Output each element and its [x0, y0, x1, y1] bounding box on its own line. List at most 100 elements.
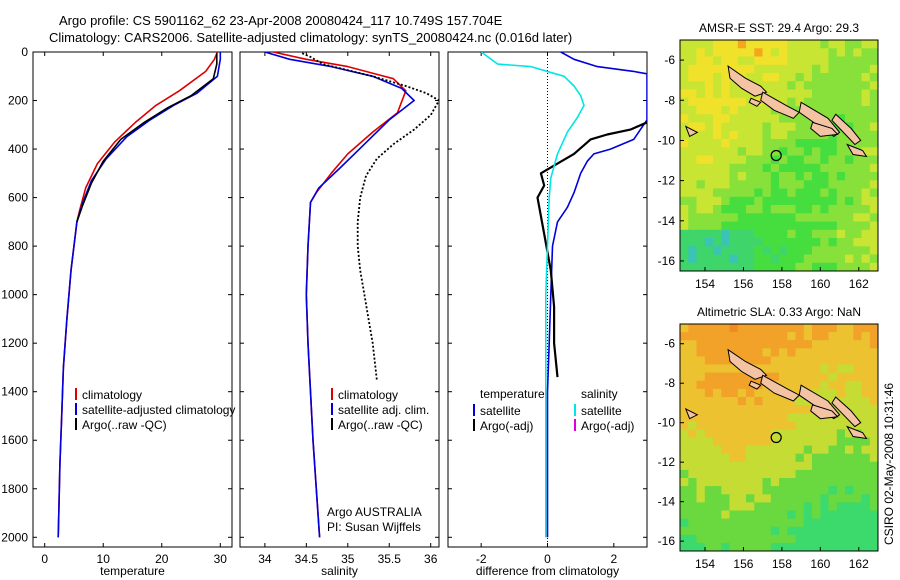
- temperature-xtick-label: 20: [155, 552, 169, 566]
- temperature-series-argo-raw-qc-: [76, 53, 218, 223]
- depth-tick-label: 1200: [1, 336, 28, 350]
- island-polygon: [760, 374, 801, 402]
- argo-float-marker: [770, 149, 782, 162]
- sla-map-title: Altimetric SLA: 0.33 Argo: NaN: [697, 305, 861, 319]
- island-polygon: [727, 348, 768, 380]
- temperature-xlabel: temperature: [100, 564, 165, 578]
- island-polygon: [831, 113, 862, 146]
- sst-map-field: [680, 40, 878, 271]
- difference-series-temperature-argo-adj-: [536, 121, 647, 378]
- sst-map-xtick-label: 156: [733, 277, 753, 291]
- island-polygon: [684, 125, 699, 138]
- temperature-legend-label: satellite-adjusted climatology: [82, 403, 235, 417]
- sst-map-panel: 154 156 158 160 162 -6 -8 -10 -12 -14 -16 AMSR-E SS…: [658, 21, 879, 291]
- island-polygon: [727, 65, 768, 97]
- difference-legend-group-title: temperature: [480, 387, 545, 401]
- sst-map-ytick-label: -12: [658, 174, 676, 188]
- sst-map-xtick-label: 160: [810, 277, 830, 291]
- sla-map-ytick-label: -12: [658, 455, 676, 469]
- difference-legend-label: Argo(-adj): [581, 419, 634, 433]
- sla-map-xtick-label: 162: [849, 557, 869, 571]
- credit-annotation: PI: Susan Wijffels: [327, 520, 421, 534]
- salinity-legend-label: Argo(..raw -QC): [338, 418, 423, 432]
- sla-map-ytick-label: -16: [658, 534, 676, 548]
- island-polygon: [846, 425, 868, 440]
- depth-tick-label: 600: [8, 191, 28, 205]
- sla-map-xtick-label: 160: [810, 557, 830, 571]
- depth-tick-label: 1400: [1, 385, 28, 399]
- salinity-series-satellite-adj-clim-: [264, 52, 415, 538]
- salinity-xtick-label: 35.5: [378, 552, 402, 566]
- island-polygon: [810, 404, 839, 420]
- salinity-xtick-label: 34.5: [295, 552, 319, 566]
- sla-map-xtick-label: 154: [695, 557, 715, 571]
- csiro-timestamp: CSIRO 02-May-2008 10:31:46: [882, 383, 896, 545]
- salinity-axes-box: [239, 51, 440, 548]
- depth-tick-label: 200: [8, 94, 28, 108]
- sla-map-field: [680, 324, 878, 551]
- difference-series-temperature-satellite: [546, 52, 647, 538]
- temperature-series-satellite-adjusted-climatology: [57, 52, 222, 538]
- island-polygon: [684, 407, 699, 420]
- sst-map-ytick-label: -10: [658, 133, 676, 147]
- sst-map-xtick-label: 162: [849, 277, 869, 291]
- temperature-axes-box: [32, 51, 233, 548]
- depth-tick-label: 800: [8, 239, 28, 253]
- salinity-legend-label: satellite adj. clim.: [338, 403, 429, 417]
- depth-tick-label: 1600: [1, 433, 28, 447]
- difference-legend-label: satellite: [581, 404, 622, 418]
- depth-tick-label: 2000: [1, 530, 28, 544]
- sla-map-xtick-label: 156: [733, 557, 753, 571]
- difference-legend-group-title: salinity: [581, 387, 618, 401]
- salinity-series-argo-raw-qc-: [301, 52, 439, 380]
- sla-map-ytick-label: -10: [658, 416, 676, 430]
- depth-tick-label: 1800: [1, 482, 28, 496]
- depth-tick-label: 1000: [1, 288, 28, 302]
- sla-map-axes-box: [679, 323, 879, 552]
- island-polygon: [748, 380, 762, 390]
- difference-legend-label: Argo(-adj): [480, 419, 533, 433]
- sst-map-ytick-label: -6: [664, 53, 675, 67]
- island-polygon: [760, 91, 801, 119]
- sst-map-title: AMSR-E SST: 29.4 Argo: 29.3: [699, 21, 859, 35]
- argo-float-marker: [770, 431, 782, 444]
- difference-xtick-label: -2: [476, 552, 487, 566]
- sst-map-axes-box: [679, 39, 879, 272]
- island-polygon: [846, 143, 868, 158]
- sst-map-ytick-label: -14: [658, 214, 676, 228]
- salinity-xtick-label: 34: [258, 552, 272, 566]
- temperature-xtick-label: 30: [214, 552, 228, 566]
- depth-tick-label: 400: [8, 142, 28, 156]
- sla-map-ytick-label: -6: [664, 337, 675, 351]
- salinity-xtick-label: 36: [424, 552, 438, 566]
- sst-map-xtick-label: 158: [772, 277, 792, 291]
- temperature-legend-label: Argo(..raw -QC): [82, 418, 167, 432]
- temperature-legend-label: climatology: [82, 388, 142, 402]
- difference-xtick-label: 0: [544, 552, 551, 566]
- island-polygon: [831, 396, 862, 428]
- sst-map-ytick-label: -16: [658, 254, 676, 268]
- sla-map-xtick-label: 158: [772, 557, 792, 571]
- temperature-xtick-label: 0: [41, 552, 48, 566]
- temperature-xtick-label: 10: [97, 552, 111, 566]
- salinity-legend-label: climatology: [338, 388, 398, 402]
- island-polygon: [810, 121, 839, 137]
- temperature-panel: 0 10 20 30 0 200 400 600 800 1000 1200 1400 1600 1800…: [1, 45, 235, 578]
- salinity-panel: 34 34.5 35 35.5 36 salinity climatologysatelli…: [239, 51, 440, 578]
- sla-map-ytick-label: -8: [664, 376, 675, 390]
- difference-series-salinity-satellite: [480, 52, 585, 538]
- sst-map-ytick-label: -8: [664, 93, 675, 107]
- credit-annotation: Argo AUSTRALIA: [327, 505, 422, 519]
- sst-map-xtick-label: 154: [695, 277, 715, 291]
- figure-title-line1: Argo profile: CS 5901162_62 23-Apr-2008 …: [59, 13, 503, 28]
- island-polygon: [748, 97, 762, 107]
- depth-tick-label: 0: [21, 45, 28, 59]
- figure-title-line2: Climatology: CARS2006. Satellite-adjuste…: [49, 30, 572, 45]
- sla-map-panel: 154 156 158 160 162 -6 -8 -10 -12 -14 -16 Altimetri…: [658, 305, 879, 571]
- salinity-xlabel: salinity: [321, 564, 358, 578]
- difference-legend-label: satellite: [480, 404, 521, 418]
- sla-map-ytick-label: -14: [658, 495, 676, 509]
- salinity-xtick-label: 35: [341, 552, 355, 566]
